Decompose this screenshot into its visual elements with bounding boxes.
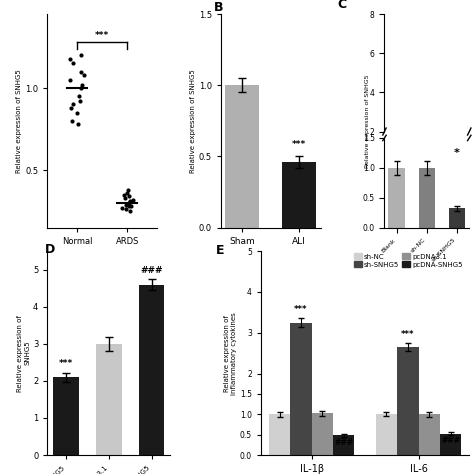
Point bbox=[69, 60, 77, 67]
Point bbox=[120, 191, 128, 199]
Text: ***: *** bbox=[59, 359, 73, 368]
Point bbox=[118, 204, 126, 211]
Point bbox=[125, 192, 133, 200]
Text: *: * bbox=[454, 148, 460, 158]
Point bbox=[77, 52, 85, 59]
Text: ***: *** bbox=[95, 31, 109, 40]
Point bbox=[66, 55, 73, 62]
Text: ###: ### bbox=[334, 438, 353, 447]
Point bbox=[125, 199, 133, 207]
Point bbox=[78, 81, 86, 89]
Bar bbox=[376, 414, 397, 455]
Text: ***: *** bbox=[294, 305, 308, 314]
Point bbox=[127, 202, 134, 210]
Bar bbox=[449, 164, 465, 171]
Point bbox=[78, 68, 85, 75]
Point bbox=[126, 198, 134, 205]
Bar bbox=[139, 284, 164, 455]
Text: C: C bbox=[338, 0, 347, 11]
Text: ***: *** bbox=[401, 330, 415, 339]
Bar bbox=[53, 377, 79, 455]
Point bbox=[130, 196, 137, 203]
Point bbox=[77, 84, 85, 92]
Point bbox=[127, 207, 134, 215]
Point bbox=[73, 109, 81, 117]
Text: ***: *** bbox=[292, 140, 306, 149]
Bar bbox=[388, 168, 405, 228]
Bar bbox=[388, 151, 405, 171]
Point bbox=[66, 76, 74, 83]
Bar bbox=[397, 347, 419, 455]
Point bbox=[122, 206, 130, 213]
Bar bbox=[96, 344, 121, 455]
Y-axis label: Relative expression of
SNHG5: Relative expression of SNHG5 bbox=[17, 315, 30, 392]
Y-axis label: Relative expression of SNHG5: Relative expression of SNHG5 bbox=[17, 69, 22, 173]
Point bbox=[74, 120, 82, 128]
Point bbox=[80, 71, 88, 79]
Bar bbox=[312, 413, 333, 455]
Bar bbox=[449, 209, 465, 228]
Text: Relative expression of SNHG5: Relative expression of SNHG5 bbox=[365, 74, 370, 168]
Point bbox=[69, 100, 77, 108]
Bar bbox=[282, 162, 316, 228]
Point bbox=[121, 194, 129, 202]
Text: B: B bbox=[214, 1, 224, 14]
Point bbox=[76, 97, 84, 105]
Bar bbox=[290, 322, 312, 455]
Point bbox=[124, 189, 131, 197]
Bar bbox=[440, 434, 461, 455]
Bar bbox=[269, 414, 290, 455]
Point bbox=[123, 201, 130, 209]
Point bbox=[124, 186, 132, 193]
Bar bbox=[419, 168, 435, 228]
Point bbox=[75, 92, 83, 100]
Bar bbox=[226, 85, 259, 228]
Y-axis label: Relative expression of SNHG5: Relative expression of SNHG5 bbox=[190, 69, 196, 173]
Text: D: D bbox=[45, 243, 55, 256]
Bar bbox=[419, 414, 440, 455]
Bar bbox=[419, 151, 435, 171]
Text: ###: ### bbox=[140, 265, 163, 274]
Y-axis label: Relative expression of
inflammatory cytokines: Relative expression of inflammatory cyto… bbox=[224, 312, 237, 394]
Point bbox=[67, 104, 75, 111]
Bar bbox=[333, 436, 355, 455]
Point bbox=[126, 199, 133, 207]
Point bbox=[69, 117, 76, 125]
Text: E: E bbox=[216, 245, 224, 257]
Text: ###: ### bbox=[441, 436, 460, 445]
Point bbox=[125, 202, 133, 210]
Legend: sh-NC, sh-SNHG5, pcDNA3.1, pcDNA-SNHG5: sh-NC, sh-SNHG5, pcDNA3.1, pcDNA-SNHG5 bbox=[351, 251, 466, 271]
